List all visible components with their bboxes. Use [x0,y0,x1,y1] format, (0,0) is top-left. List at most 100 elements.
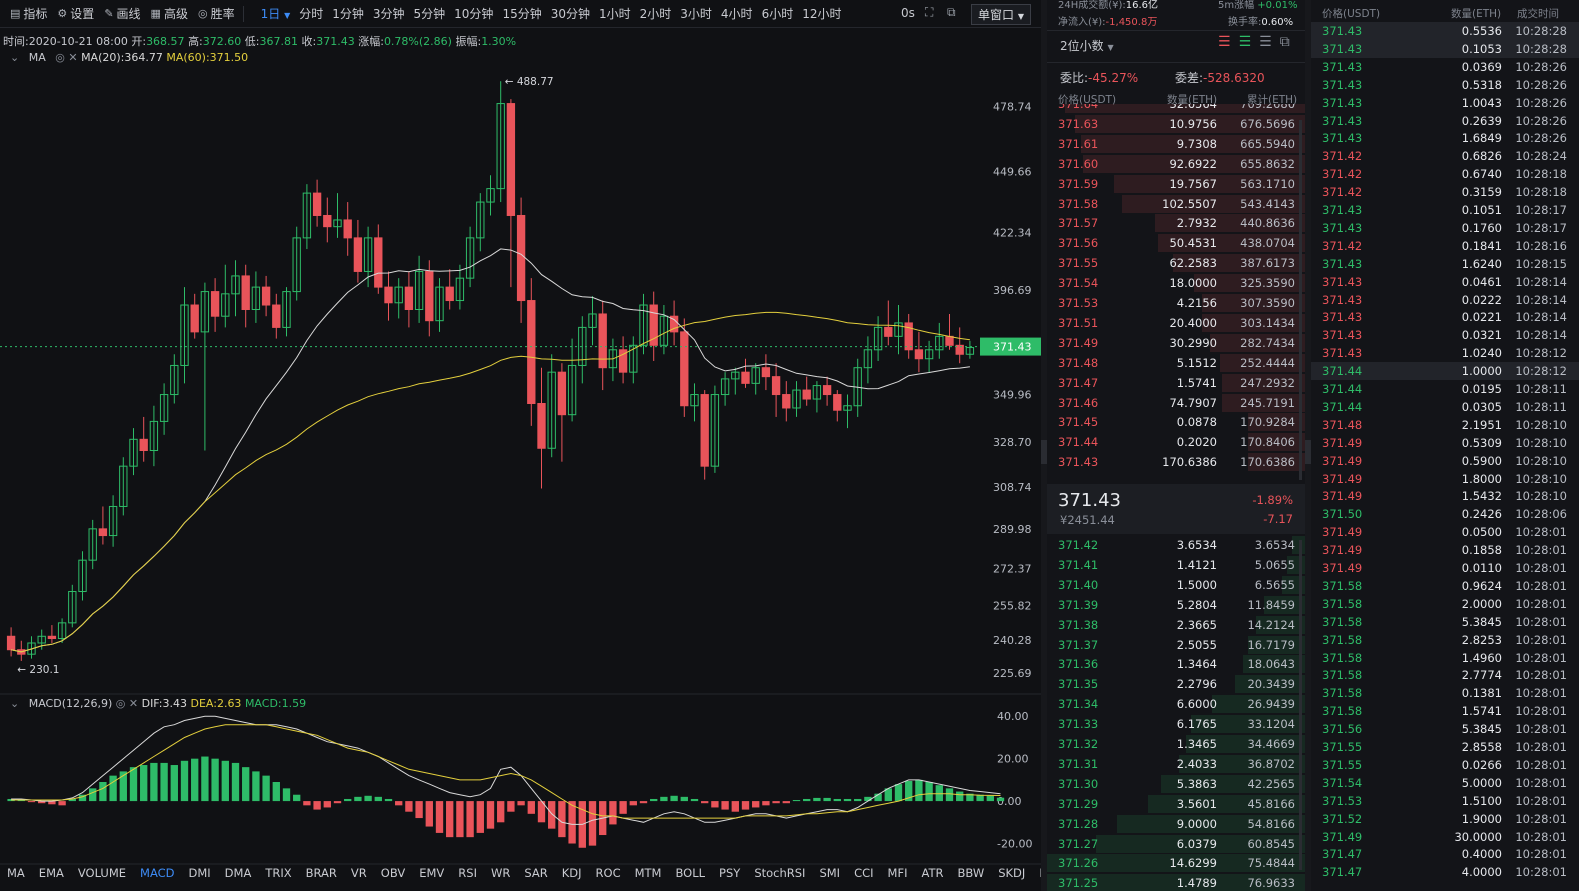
indicator-tab-rsi[interactable]: RSI [458,866,477,880]
orderbook-row[interactable]: 371.64 32.6564 709.2686 [1047,104,1305,114]
indicator-tab-brar[interactable]: BRAR [305,866,337,880]
indicator-tab-ema[interactable]: EMA [38,866,64,880]
indicator-tab-ma[interactable]: MA [7,866,25,880]
orderbook-row[interactable]: 371.32 1.3465 34.4669 [1047,734,1305,754]
orderbook-row[interactable]: 371.42 3.6534 3.6534 [1047,535,1305,555]
indicator-tab-boll[interactable]: BOLL [675,866,706,880]
advanced-button[interactable]: ▦ 高级 [151,5,188,22]
draw-button[interactable]: ✎ 画线 [104,5,140,22]
indicator-tab-vr[interactable]: VR [350,866,367,880]
interval-0[interactable]: 分时 [299,7,324,21]
indicator-tab-mfi[interactable]: MFI [887,866,908,880]
interval-dropdown[interactable]: 1日 ▼ [261,5,291,22]
orderbook-row[interactable]: 371.39 5.2804 11.8459 [1047,595,1305,615]
orderbook-row[interactable]: 371.61 9.7308 665.5940 [1047,134,1305,154]
interval-12[interactable]: 12小时 [802,7,842,21]
orderbook-row[interactable]: 371.53 4.2156 307.3590 [1047,293,1305,313]
orderbook-row[interactable]: 371.59 19.7567 563.1710 [1047,174,1305,194]
indicator-tab-smi[interactable]: SMI [819,866,841,880]
bids-scrollbar[interactable] [1299,540,1302,870]
interval-10[interactable]: 4小时 [720,7,753,21]
orderbook-row[interactable]: 371.54 18.0000 325.3590 [1047,273,1305,293]
orderbook-row[interactable]: 371.38 2.3665 14.2124 [1047,615,1305,635]
indicator-tab-dma[interactable]: DMA [224,866,252,880]
indicator-button[interactable]: ▤ 指标 [10,5,47,22]
orderbook-row[interactable]: 371.49 30.2990 282.7434 [1047,333,1305,353]
indicator-tab-cci[interactable]: CCI [854,866,874,880]
indicator-tab-mtm[interactable]: MTM [634,866,662,880]
orderbook-row[interactable]: 371.28 9.0000 54.8166 [1047,814,1305,834]
collapse-handle[interactable] [1041,440,1047,464]
orderbook-row[interactable]: 371.41 1.4121 5.0655 [1047,555,1305,575]
both-view-icon[interactable]: ☰ [1218,34,1231,50]
orderbook-row[interactable]: 371.36 1.3464 18.0643 [1047,654,1305,674]
indicator-tab-macd[interactable]: MACD [140,866,175,880]
orderbook-row[interactable]: 371.48 5.1512 252.4444 [1047,353,1305,373]
popout-icon[interactable]: ⧉ [1279,34,1290,50]
indicator-tab-kdj[interactable]: KDJ [561,866,582,880]
interval-3[interactable]: 5分钟 [413,7,446,21]
panel-divider[interactable] [1041,0,1047,891]
settings-button[interactable]: ⚙ 设置 [57,5,94,22]
orderbook-row[interactable]: 371.40 1.5000 6.5655 [1047,575,1305,595]
window-mode-select[interactable]: 单窗口 ▼ [971,4,1031,25]
orderbook-row[interactable]: 371.56 50.4531 438.0704 [1047,233,1305,253]
orderbook-row[interactable]: 371.63 10.9756 676.5696 [1047,114,1305,134]
orderbook-row[interactable]: 371.29 3.5601 45.8166 [1047,794,1305,814]
chart-panel[interactable]: ▤ 指标 ⚙ 设置 ✎ 画线 ▦ 高级 ◎ 胜率 1日 ▼ 分时 1分钟 3分钟 5分钟 10分钟… [0,0,1066,891]
fullscreen-icon[interactable]: ⛶ [925,5,934,19]
indicator-tab-psy[interactable]: PSY [719,866,741,880]
orderbook-row[interactable]: 371.25 1.4789 76.9633 [1047,873,1305,891]
indicator-tab-bbw[interactable]: BBW [957,866,985,880]
price-chart[interactable]: 478.74 449.66 422.34 396.69 349.96 328.70 308.… [0,0,1041,891]
indicator-tab-skdj[interactable]: SKDJ [998,866,1026,880]
orderbook-row[interactable]: 371.31 2.4033 36.8702 [1047,754,1305,774]
indicator-tab-emv[interactable]: EMV [419,866,445,880]
indicator-tab-obv[interactable]: OBV [380,866,406,880]
winrate-button[interactable]: ◎ 胜率 [198,5,235,22]
asks-view-icon[interactable]: ☰ [1259,34,1272,50]
interval-11[interactable]: 6小时 [761,7,794,21]
orderbook-row[interactable]: 371.34 6.6000 26.9439 [1047,694,1305,714]
interval-5[interactable]: 15分钟 [502,7,542,21]
indicator-tab-dmi[interactable]: DMI [188,866,211,880]
interval-2[interactable]: 3分钟 [372,7,405,21]
orderbook-row[interactable]: 371.57 2.7932 440.8636 [1047,213,1305,233]
close-icon[interactable]: ✕ [128,697,139,710]
orderbook-row[interactable]: 371.45 0.0878 170.9284 [1047,412,1305,432]
interval-8[interactable]: 2小时 [639,7,672,21]
collapse-icon[interactable]: ⌄ [10,697,20,710]
orderbook-row[interactable]: 371.51 20.4000 303.1434 [1047,313,1305,333]
interval-7[interactable]: 1小时 [599,7,631,21]
eye-icon[interactable]: ◎ [115,697,126,710]
indicator-tab-sar[interactable]: SAR [524,866,548,880]
orderbook-row[interactable]: 371.47 1.5741 247.2932 [1047,373,1305,393]
collapse-icon[interactable]: ⌄ [10,51,20,64]
interval-4[interactable]: 10分钟 [454,7,494,21]
indicator-tab-atr[interactable]: ATR [921,866,944,880]
orderbook-row[interactable]: 371.26 14.6299 75.4844 [1047,853,1305,873]
precision-select[interactable]: 2位小数 ▼ [1060,37,1114,54]
interval-1[interactable]: 1分钟 [332,7,364,21]
indicator-tab-stochrsi[interactable]: StochRSI [754,866,806,880]
popout-icon[interactable]: ⧉ [947,5,956,19]
orderbook-row[interactable]: 371.37 2.5055 16.7179 [1047,635,1305,655]
orderbook-row[interactable]: 371.33 6.1765 33.1204 [1047,714,1305,734]
orderbook-row[interactable]: 371.44 0.2020 170.8406 [1047,432,1305,452]
orderbook-row[interactable]: 371.35 2.2796 20.3439 [1047,674,1305,694]
close-icon[interactable]: ✕ [68,51,78,64]
orderbook-row[interactable]: 371.27 6.0379 60.8545 [1047,834,1305,854]
orderbook-row[interactable]: 371.30 5.3863 42.2565 [1047,774,1305,794]
panel-divider[interactable] [1305,0,1311,891]
indicator-tab-volume[interactable]: VOLUME [77,866,127,880]
orderbook-row[interactable]: 371.58 102.5507 543.4143 [1047,194,1305,214]
indicator-tab-wr[interactable]: WR [490,866,511,880]
eye-icon[interactable]: ◎ [55,51,65,64]
bids-view-icon[interactable]: ☰ [1238,34,1252,50]
orderbook-row[interactable]: 371.43 170.6386 170.6386 [1047,452,1305,472]
asks-scrollbar[interactable] [1299,120,1302,480]
indicator-tab-trix[interactable]: TRIX [265,866,292,880]
collapse-handle[interactable] [1305,440,1311,464]
orderbook-row[interactable]: 371.55 62.2583 387.6173 [1047,253,1305,273]
orderbook-row[interactable]: 371.46 74.7907 245.7191 [1047,393,1305,413]
